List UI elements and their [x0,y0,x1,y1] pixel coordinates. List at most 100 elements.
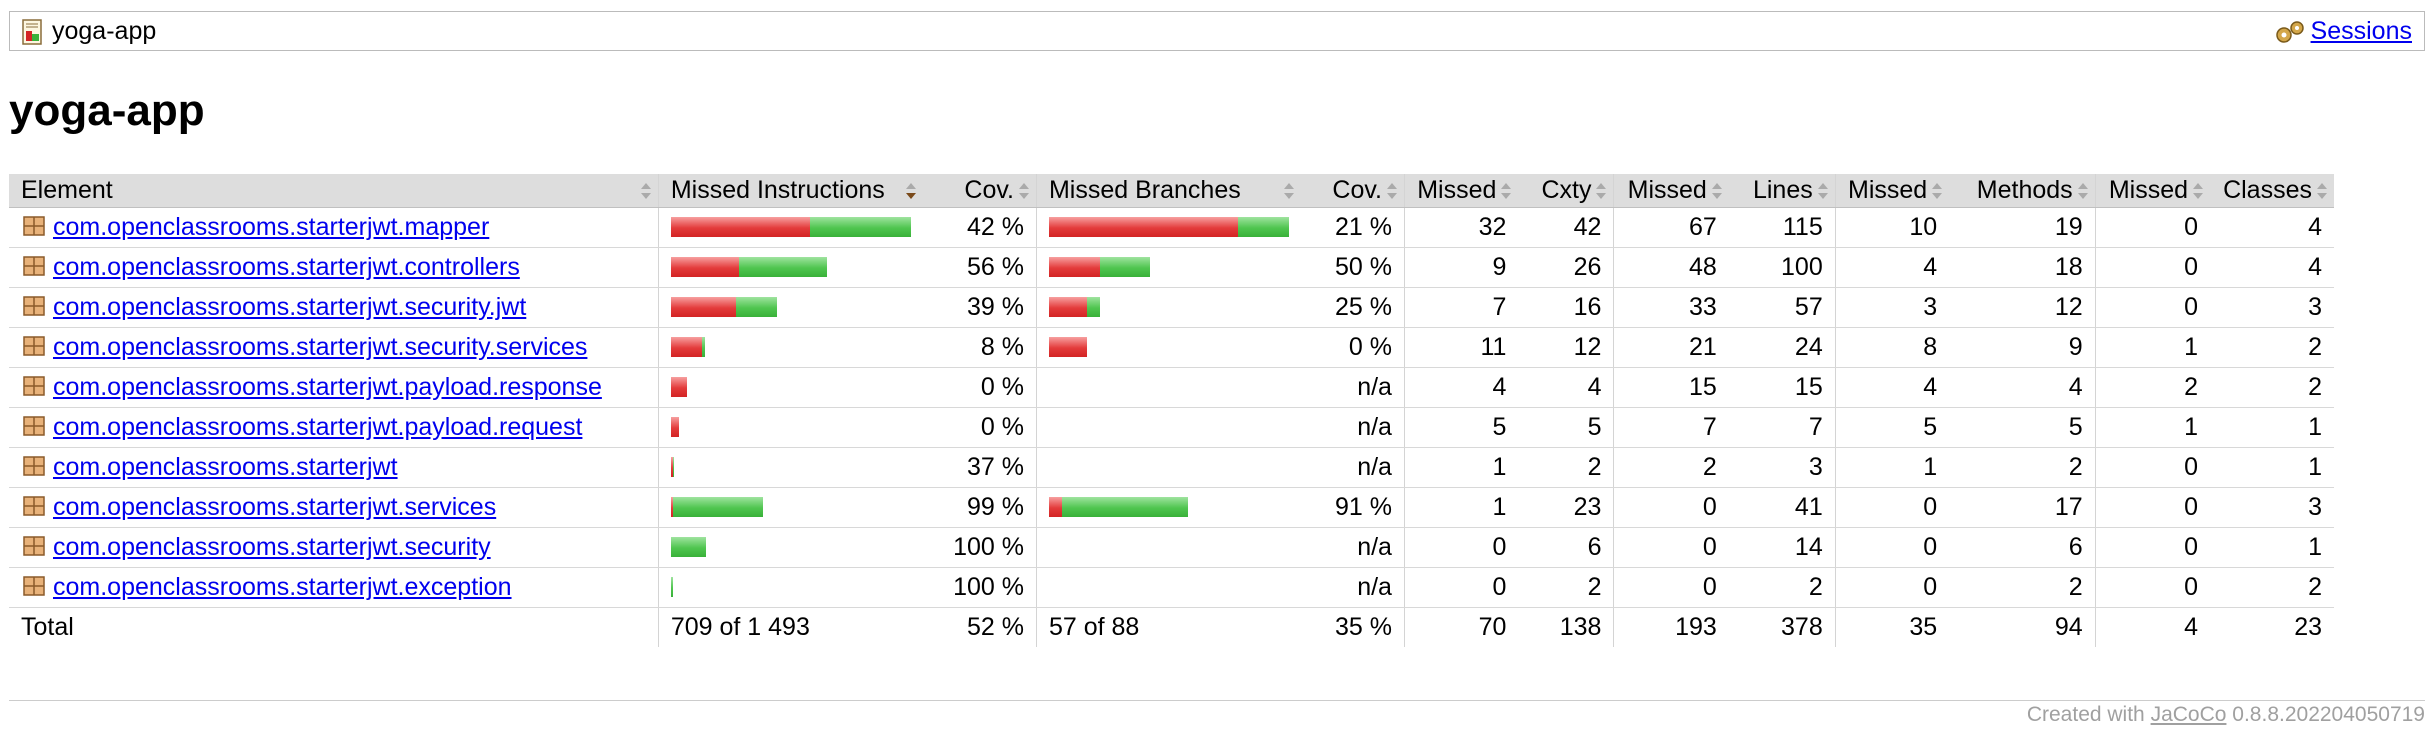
branches-covered-bar [1086,297,1100,317]
missed-methods: 8 [1834,327,1950,368]
page-title: yoga-app [9,86,205,135]
coverage-table: Element Missed Instructions Cov. Missed … [9,174,2334,647]
package-link[interactable]: com.openclassrooms.starterjwt.security [53,532,491,561]
column-header-methods[interactable]: Methods [1949,174,2096,208]
column-header-missed-instructions[interactable]: Missed Instructions [657,174,923,208]
footer-version: 0.8.8.202204050719 [2232,703,2425,726]
classes: 3 [2210,487,2334,528]
branches-coverage: 50 % [1300,247,1405,288]
missed-lines: 2 [1613,447,1729,488]
sort-icon [1711,181,1723,201]
column-header-missed-cxty[interactable]: Missed [1403,174,1519,208]
missed-classes: 0 [2094,287,2211,328]
branches-coverage-bar [1049,457,1289,477]
instructions-missed-bar [670,497,673,517]
package-cell: com.openclassrooms.starterjwt.controller… [9,247,659,288]
jacoco-link[interactable]: JaCoCo [2150,703,2227,726]
classes: 3 [2210,287,2334,328]
classes: 2 [2210,327,2334,368]
package-link[interactable]: com.openclassrooms.starterjwt.payload.re… [53,412,583,441]
column-header-missed-methods[interactable]: Missed [1834,174,1950,208]
branches-missed-bar [1048,337,1087,357]
methods: 9 [1949,327,2096,368]
table-row: com.openclassrooms.starterjwt.payload.re… [9,407,2334,448]
package-link[interactable]: com.openclassrooms.starterjwt.services [53,492,497,521]
missed-classes: 0 [2094,247,2211,288]
instructions-coverage: 99 % [922,487,1037,528]
column-header-missed-branches[interactable]: Missed Branches [1035,174,1301,208]
table-row: com.openclassrooms.starterjwt.security.j… [9,287,2334,328]
missed-instructions-cell [657,207,923,248]
missed-instructions-cell [657,327,923,368]
missed-complexity: 5 [1403,407,1519,448]
package-cell: com.openclassrooms.starterjwt.exception [9,567,659,608]
branches-covered-bar [1099,257,1150,277]
column-header-element[interactable]: Element [9,174,659,208]
lines: 15 [1728,367,1836,408]
missed-methods: 1 [1834,447,1950,488]
column-header-instr-cov[interactable]: Cov. [922,174,1037,208]
package-link[interactable]: com.openclassrooms.starterjwt.security.j… [53,292,527,321]
lines: 41 [1728,487,1836,528]
classes: 2 [2210,567,2334,608]
methods: 17 [1949,487,2096,528]
missed-complexity: 7 [1403,287,1519,328]
missed-branches-cell [1035,527,1301,568]
package-link[interactable]: com.openclassrooms.starterjwt.security.s… [53,332,588,361]
missed-methods: 0 [1834,527,1950,568]
missed-classes: 0 [2094,447,2211,488]
breadcrumb-report-name: yoga-app [52,17,157,45]
column-header-lines[interactable]: Lines [1728,174,1836,208]
package-icon [21,293,47,319]
package-link[interactable]: com.openclassrooms.starterjwt.controller… [53,252,520,281]
missed-classes: 0 [2094,567,2211,608]
missed-instructions-cell [657,287,923,328]
table-header-row: Element Missed Instructions Cov. Missed … [9,174,2334,208]
instructions-coverage: 100 % [922,527,1037,568]
package-icon [21,253,47,279]
branches-coverage: n/a [1300,567,1405,608]
column-header-branch-cov[interactable]: Cov. [1300,174,1405,208]
lines: 3 [1728,447,1836,488]
report-icon [20,18,46,45]
complexity: 2 [1518,447,1614,488]
complexity: 23 [1518,487,1614,528]
instructions-coverage-bar [670,417,911,437]
missed-complexity: 1 [1403,447,1519,488]
classes: 1 [2210,527,2334,568]
instructions-coverage: 0 % [922,367,1037,408]
branches-coverage: n/a [1300,447,1405,488]
missed-classes: 0 [2094,487,2211,528]
missed-methods: 4 [1834,367,1950,408]
package-cell: com.openclassrooms.starterjwt.payload.re… [9,367,659,408]
branches-coverage: 91 % [1300,487,1405,528]
instructions-missed-bar [670,297,736,317]
instructions-missed-bar [670,417,679,437]
instructions-covered-bar [701,337,705,357]
column-header-missed-classes[interactable]: Missed [2094,174,2211,208]
footer: Created with JaCoCo 0.8.8.202204050719 [2027,703,2425,727]
classes: 4 [2210,207,2334,248]
column-header-missed-lines[interactable]: Missed [1613,174,1729,208]
package-link[interactable]: com.openclassrooms.starterjwt.payload.re… [53,372,602,401]
classes: 1 [2210,447,2334,488]
total-methods: 94 [1949,606,2096,647]
package-link[interactable]: com.openclassrooms.starterjwt [53,452,398,481]
missed-instructions-cell [657,527,923,568]
missed-methods: 4 [1834,247,1950,288]
instructions-coverage: 37 % [922,447,1037,488]
package-link[interactable]: com.openclassrooms.starterjwt.exception [53,572,512,601]
branches-coverage-bar [1049,417,1289,437]
instructions-covered-bar [670,537,706,557]
package-icon [21,533,47,559]
package-link[interactable]: com.openclassrooms.starterjwt.mapper [53,212,490,241]
column-header-classes[interactable]: Classes [2210,174,2334,208]
sessions-link-container: Sessions [2273,17,2412,46]
column-header-cxty[interactable]: Cxty [1518,174,1614,208]
table-row: com.openclassrooms.starterjwt.mapper 42 %… [9,207,2334,248]
sessions-link[interactable]: Sessions [2310,17,2412,45]
missed-methods: 0 [1834,567,1950,608]
missed-lines: 33 [1613,287,1729,328]
table-row: com.openclassrooms.starterjwt.security.s… [9,327,2334,368]
missed-complexity: 11 [1403,327,1519,368]
